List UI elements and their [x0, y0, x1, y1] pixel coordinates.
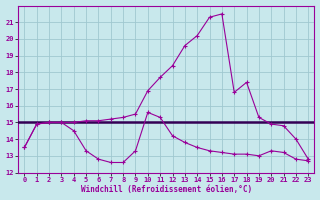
X-axis label: Windchill (Refroidissement éolien,°C): Windchill (Refroidissement éolien,°C) — [81, 185, 252, 194]
